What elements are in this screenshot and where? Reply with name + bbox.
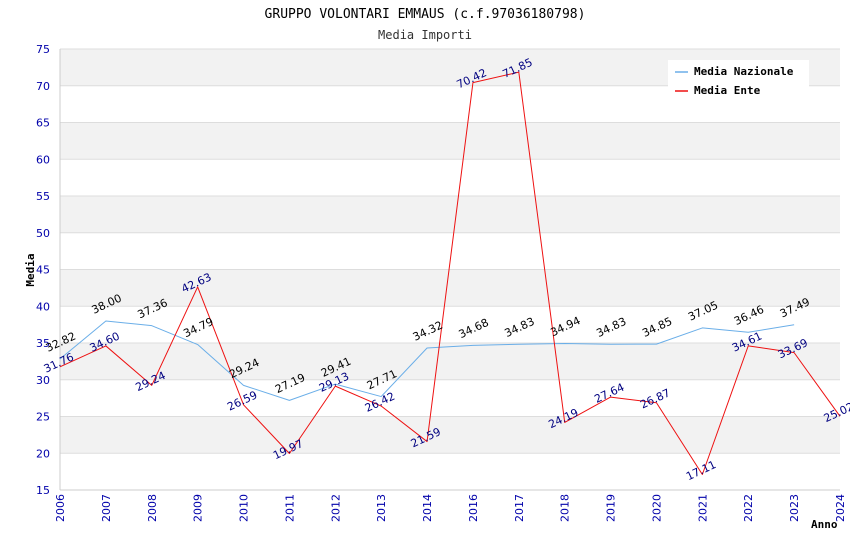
x-tick-label: 2016	[467, 494, 480, 522]
y-tick-label: 35	[36, 337, 50, 350]
y-tick-label: 20	[36, 447, 50, 460]
series-line-ente	[59, 71, 841, 475]
plot-band	[60, 196, 840, 233]
x-axis-ticks: 2006 2007 2008 2009 2010 2011 2012 2013 2014 2016…	[54, 494, 847, 522]
legend-box	[668, 60, 809, 100]
y-tick-label: 25	[36, 411, 50, 424]
x-tick-label: 2012	[329, 494, 342, 522]
y-tick-label: 60	[36, 153, 50, 166]
plot-band	[60, 159, 840, 196]
x-tick-label: 2018	[559, 494, 572, 522]
x-tick-label: 2009	[192, 494, 205, 522]
y-axis-ticks: 15 20 25 30 35 40 45 50 55 60 65 70 75	[36, 43, 50, 497]
series-layer	[59, 71, 841, 475]
y-tick-label: 75	[36, 43, 50, 56]
y-tick-label: 45	[36, 264, 50, 277]
y-axis-label: Media	[24, 253, 37, 286]
x-tick-label: 2014	[421, 494, 434, 522]
y-tick-label: 65	[36, 117, 50, 130]
x-tick-label: 2011	[283, 494, 296, 522]
x-tick-label: 2010	[238, 494, 251, 522]
y-tick-label: 70	[36, 80, 50, 93]
plot-band	[60, 122, 840, 160]
y-tick-label: 40	[36, 300, 50, 313]
x-tick-label: 2021	[696, 494, 709, 522]
plot-band	[60, 379, 840, 417]
y-tick-label: 30	[36, 374, 50, 387]
y-tick-label: 55	[36, 190, 50, 203]
x-axis-label: Anno	[811, 518, 838, 531]
x-tick-label: 2020	[650, 494, 663, 522]
chart-subtitle: Media Importi	[378, 28, 472, 42]
x-tick-label: 2008	[146, 494, 159, 522]
x-tick-label: 2013	[375, 494, 388, 522]
y-tick-label: 15	[36, 484, 50, 497]
legend: Media Nazionale Media Ente	[668, 60, 809, 100]
legend-label-ente: Media Ente	[694, 84, 761, 97]
x-tick-label: 2017	[513, 494, 526, 522]
x-tick-label: 2024	[834, 494, 847, 522]
x-tick-label: 2007	[100, 494, 113, 522]
plot-bands	[60, 49, 840, 490]
legend-label-nazionale: Media Nazionale	[694, 65, 794, 78]
plot-band	[60, 416, 840, 454]
x-tick-label: 2023	[788, 494, 801, 522]
plot-band	[60, 453, 840, 490]
x-tick-label: 2006	[54, 494, 67, 522]
x-tick-label: 2022	[742, 494, 755, 522]
plot-band	[60, 269, 840, 307]
plot-band	[60, 343, 840, 380]
plot-band	[60, 306, 840, 343]
y-tick-label: 50	[36, 227, 50, 240]
series-line-nazionale	[59, 320, 795, 401]
x-tick-label: 2019	[605, 494, 618, 522]
chart-title: GRUPPO VOLONTARI EMMAUS (c.f.97036180798…	[265, 7, 586, 22]
